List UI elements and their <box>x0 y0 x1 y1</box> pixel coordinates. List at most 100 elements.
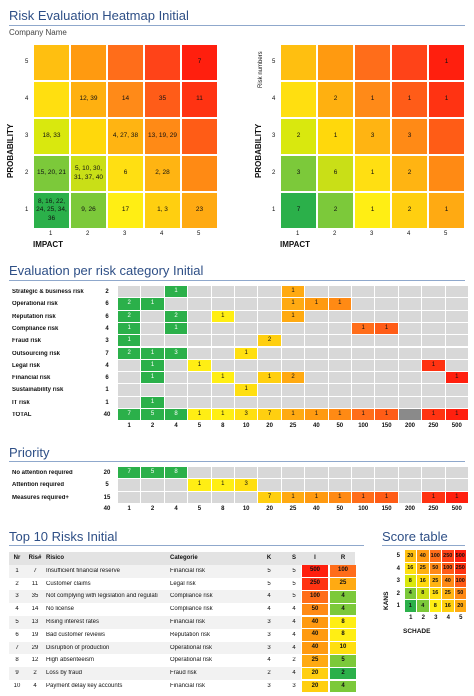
category-cell-value: 1 <box>314 411 319 417</box>
category-cell: 1 <box>281 310 305 322</box>
top10-cell: 2 <box>33 670 37 677</box>
priority-col-label: 20 <box>266 505 273 512</box>
score-cell: 8 <box>404 575 416 587</box>
top10-score-value: 500 <box>309 567 320 574</box>
score-row-label: 4 <box>396 565 400 572</box>
top10-score-cell: 40 <box>302 629 328 642</box>
top10-header: I <box>314 555 316 561</box>
heatmap-cell: 7 <box>181 44 218 81</box>
category-cell <box>141 286 164 298</box>
priority-cell <box>281 479 305 491</box>
category-row-count: 6 <box>105 301 109 308</box>
heatmap-cell: 1 <box>428 44 465 81</box>
top10-cell: Payment delay key accounts <box>46 683 123 689</box>
category-cell <box>118 359 141 372</box>
category-row-count: 3 <box>105 338 109 345</box>
heatmap-cell: 1 <box>428 81 465 118</box>
score-cell: 16 <box>417 575 429 587</box>
category-row-count: 6 <box>105 375 109 382</box>
category-cell <box>422 347 445 359</box>
top10-cell: Compliance risk <box>170 593 213 600</box>
top10-row-bg <box>9 641 301 655</box>
score-cell-value: 40 <box>444 577 451 584</box>
category-col-label: 2 <box>150 423 155 430</box>
category-cell <box>141 322 164 335</box>
heatmap-cell: 14 <box>107 81 144 118</box>
category-cell-value: 1 <box>361 324 365 331</box>
heatmap-cell: 3 <box>391 118 428 155</box>
top10-cell: 7 <box>15 644 19 651</box>
top10-cell: Reputation risk <box>170 631 211 638</box>
category-cell <box>164 298 188 310</box>
category-cell: 1 <box>305 298 328 310</box>
priority-cell-value: 1 <box>361 493 365 500</box>
category-cell-value: 1 <box>127 324 131 331</box>
category-cell-value: 7 <box>267 411 272 417</box>
category-cell-value: 1 <box>150 398 155 405</box>
category-cell <box>398 286 422 298</box>
top10-row-bg <box>9 616 301 629</box>
category-cell-value: 2 <box>291 374 295 381</box>
priority-cell <box>235 467 258 479</box>
priority-cell <box>235 491 258 503</box>
top10-score-value: 40 <box>311 631 319 638</box>
category-cell <box>281 359 305 372</box>
category-cell-value: 1 <box>197 411 202 417</box>
priority-row-label: Measures required+ <box>12 494 69 501</box>
category-cell <box>258 396 281 408</box>
category-cell <box>422 335 445 347</box>
priority-col-label: 1 <box>127 505 131 512</box>
category-cell <box>211 384 234 396</box>
category-cell <box>188 347 211 359</box>
priority-col-label: 40 <box>313 505 320 512</box>
priority-cell <box>281 467 305 479</box>
category-row-count: 40 <box>103 412 111 418</box>
category-cell <box>305 359 328 372</box>
category-cell <box>422 298 445 310</box>
score-cell-value: 4 <box>421 602 425 609</box>
category-cell <box>188 322 211 335</box>
category-cell <box>352 298 375 310</box>
heatmap-cell: 2 <box>280 118 317 155</box>
priority-cell <box>211 467 234 479</box>
score-cell: 1 <box>404 600 416 612</box>
category-row-count: 1 <box>105 399 109 406</box>
category-cell: 1 <box>141 347 164 359</box>
category-cell <box>235 322 258 335</box>
category-cell: 1 <box>211 372 234 384</box>
category-row-count: 7 <box>105 350 109 357</box>
category-cell <box>258 384 281 396</box>
top10-cell: 4 <box>292 606 296 613</box>
heatmap-cell <box>107 44 144 81</box>
score-cell: 50 <box>429 562 441 574</box>
top10-cell: 5 <box>292 580 296 587</box>
category-col-label: 50 <box>336 423 344 430</box>
category-row-label: Financial risk <box>12 375 51 382</box>
category-cell <box>328 372 351 384</box>
top10-cell: High absenteeism <box>46 657 95 664</box>
category-cell <box>445 347 468 359</box>
category-cell: 2 <box>164 310 188 322</box>
heatmap-cell <box>354 44 391 81</box>
score-cell: 250 <box>442 550 454 562</box>
category-row-label: Reputation risk <box>12 313 56 320</box>
top10-score-value: 20 <box>311 669 319 676</box>
priority-cell: 7 <box>258 491 281 503</box>
priority-cell: 1 <box>328 491 351 503</box>
category-cell <box>352 286 375 298</box>
category-row-label: Fraud risk <box>12 338 42 345</box>
category-cell-value: 1 <box>338 300 342 307</box>
top10-cell: 3 <box>267 619 271 625</box>
priority-cell: 3 <box>235 479 258 491</box>
heatmap-cell: 2 <box>391 192 428 229</box>
score-ylabel: KANS <box>383 591 390 610</box>
score-cell-value: 25 <box>444 590 451 596</box>
priority-cell-value: 1 <box>314 493 319 500</box>
heatmap-cell: 1 <box>317 118 354 155</box>
top10-cell: 4 <box>267 606 271 613</box>
top10-score-value: 40 <box>311 644 319 651</box>
top10-score-cell: 4 <box>330 603 356 616</box>
top10-row-bg <box>9 564 301 578</box>
category-cell: 8 <box>164 409 188 421</box>
category-cell <box>352 310 375 322</box>
